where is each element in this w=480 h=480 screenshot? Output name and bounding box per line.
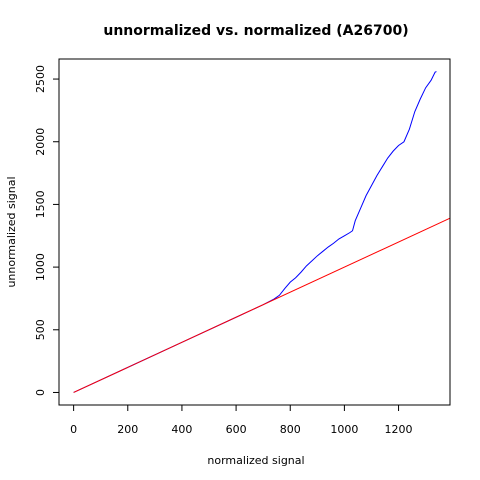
series-line-0 — [73, 71, 437, 393]
y-tick-label: 2000 — [34, 128, 47, 156]
y-tick-label: 2500 — [34, 65, 47, 93]
x-tick-label: 600 — [226, 423, 247, 436]
x-tick-label: 0 — [70, 423, 77, 436]
x-tick-label: 1200 — [385, 423, 413, 436]
y-tick-label: 0 — [34, 389, 47, 396]
y-tick-label: 1500 — [34, 190, 47, 218]
x-tick-label: 800 — [280, 423, 301, 436]
chart-title: unnormalized vs. normalized (A26700) — [103, 23, 408, 39]
y-tick-label: 1000 — [34, 253, 47, 281]
x-axis: 0 200 400 600 800 1000 1200 — [70, 405, 413, 436]
x-tick-label: 1000 — [330, 423, 358, 436]
x-tick-label: 200 — [117, 423, 138, 436]
y-tick-label: 500 — [34, 319, 47, 340]
y-axis: 0 500 1000 1500 2000 2500 — [34, 65, 59, 396]
x-axis-title: normalized signal — [207, 454, 304, 467]
series-line-1 — [73, 217, 451, 393]
series-layer — [73, 71, 451, 393]
x-tick-label: 400 — [171, 423, 192, 436]
plot-frame — [58, 58, 451, 406]
y-axis-title: unnormalized signal — [5, 176, 18, 287]
